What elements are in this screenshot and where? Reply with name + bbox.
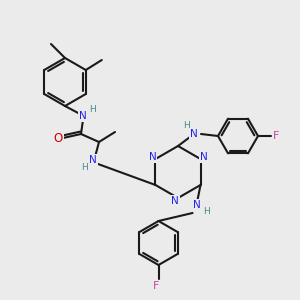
Text: H: H: [82, 163, 88, 172]
Text: H: H: [88, 104, 95, 113]
Text: N: N: [193, 200, 200, 210]
Text: N: N: [190, 129, 198, 139]
Text: O: O: [53, 131, 63, 145]
Text: N: N: [79, 111, 87, 121]
Text: F: F: [153, 281, 160, 291]
Text: H: H: [183, 122, 189, 130]
Text: H: H: [203, 208, 210, 217]
Text: F: F: [273, 131, 279, 141]
Text: N: N: [89, 155, 97, 165]
Text: N: N: [200, 152, 207, 162]
Text: N: N: [148, 152, 156, 162]
Text: N: N: [171, 196, 179, 206]
